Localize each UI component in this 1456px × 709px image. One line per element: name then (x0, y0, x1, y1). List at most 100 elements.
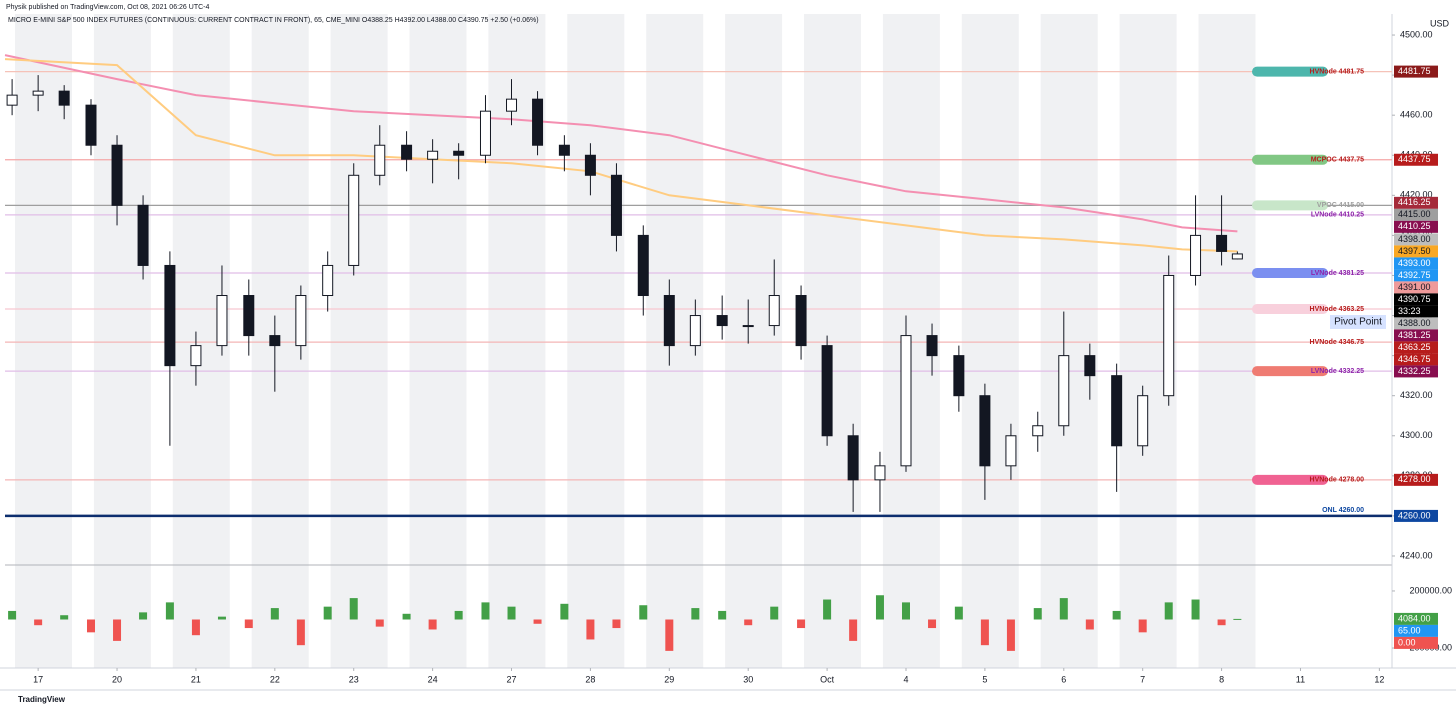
volume-bar (191, 619, 200, 636)
x-tick-label: 20 (112, 674, 122, 684)
level-pill (1252, 66, 1328, 77)
x-tick-label: 4 (903, 674, 908, 684)
volume-bar (691, 608, 700, 620)
price-tag-label: 4278.00 (1398, 474, 1431, 484)
price-tag-label: 4381.25 (1398, 330, 1431, 340)
header: Physik published on TradingView.com, Oct… (6, 4, 209, 11)
pivot-box (1330, 315, 1386, 329)
price-tag-label: 4332.25 (1398, 366, 1431, 376)
level-pill (1252, 304, 1328, 315)
candle-body (1137, 395, 1149, 447)
candle-body (1111, 375, 1123, 447)
candle-body (1005, 435, 1017, 467)
candle-body (348, 174, 360, 266)
price-tag-label: 4393.00 (1398, 258, 1431, 268)
indicator-line (4, 54, 1238, 233)
x-tick-label: 30 (743, 674, 753, 684)
price-tag-label: 4392.75 (1398, 270, 1431, 280)
volume-bar (270, 608, 279, 620)
volume-bar (1085, 619, 1094, 630)
price-tag-label: 4481.75 (1398, 66, 1431, 76)
price-tag (1394, 509, 1438, 522)
volume-bar (1006, 619, 1015, 651)
price-tag-label: 4346.75 (1398, 354, 1431, 364)
price-tag-label: 4363.25 (1398, 342, 1431, 352)
candle-body (742, 325, 754, 328)
volume-bar (770, 606, 779, 620)
price-tag (1394, 353, 1438, 366)
volume-bar (454, 610, 463, 620)
price-tag-label: 4388.00 (1398, 318, 1431, 328)
candle-body (926, 335, 938, 357)
level-label: HVNode 4481.75 (1310, 68, 1365, 75)
volume-bar (323, 606, 332, 620)
candle-body (637, 234, 649, 297)
candle-body (953, 355, 965, 397)
volume-bar (8, 610, 17, 620)
candle-body (58, 90, 70, 106)
volume-bar (296, 619, 305, 646)
session-band (330, 14, 388, 668)
currency: USD (1430, 18, 1450, 28)
volume-bar (86, 619, 95, 633)
volume-bar (797, 619, 806, 629)
level-label: LVNode 4381.25 (1311, 270, 1364, 277)
x-tick-label: 22 (270, 674, 280, 684)
level-label: LVNode 4332.25 (1311, 368, 1364, 375)
level-label: HVNode 4363.25 (1310, 306, 1365, 313)
x-tick-label: 29 (664, 674, 674, 684)
indicator-line (4, 58, 1238, 253)
candle-body (401, 144, 413, 160)
price-tag (1394, 208, 1438, 221)
x-tick-label: 11 (1296, 674, 1305, 684)
price-tag-label: 4397.50 (1398, 246, 1431, 256)
countdown-tag (1394, 305, 1438, 318)
candle-body (584, 154, 596, 176)
level-label: LVNode 4410.25 (1311, 212, 1364, 219)
volume-bar (402, 613, 411, 620)
candle-body (85, 104, 97, 146)
volume-bar (718, 610, 727, 620)
price-tag (1394, 317, 1438, 330)
y-tick-label: 4320.00 (1400, 390, 1433, 400)
price-tag (1394, 329, 1438, 342)
x-tick-label: 7 (1140, 674, 1145, 684)
candle-body (6, 94, 18, 106)
volume-bar (60, 615, 69, 620)
chart-title: MICRO E-MINI S&P 500 INDEX FUTURES (CONT… (8, 17, 539, 24)
session-band (725, 14, 783, 668)
volume-bar (507, 606, 516, 620)
candle-body (190, 345, 202, 367)
price-tag (1394, 365, 1438, 378)
volume-bar (928, 619, 937, 629)
level-label: HVNode 4278.00 (1310, 477, 1365, 484)
price-tag-label: 4398.00 (1398, 234, 1431, 244)
volume-bar (349, 598, 358, 620)
level-pill (1252, 267, 1328, 278)
volume-bar (113, 619, 122, 641)
candle-body (663, 295, 675, 347)
x-tick-label: 24 (428, 674, 438, 684)
volume-bar (823, 599, 832, 620)
candle-body (1058, 355, 1070, 427)
session-band (15, 14, 72, 668)
volume-bar (481, 602, 490, 620)
level-pill (1252, 366, 1328, 377)
x-tick-label: 12 (1374, 674, 1384, 684)
volume-bar (849, 619, 858, 641)
candle-body (269, 335, 281, 347)
volume-bar (139, 612, 148, 620)
candle-body (322, 264, 334, 297)
price-tag (1394, 612, 1438, 625)
session-band (1198, 14, 1256, 668)
level-label: MCPOC 4437.75 (1311, 157, 1364, 164)
candle-body (32, 90, 44, 96)
x-tick-label: 27 (507, 674, 517, 684)
x-tick-label: 5 (982, 674, 987, 684)
candle-body (1231, 253, 1243, 260)
candle-body (427, 150, 439, 160)
price-tag (1394, 257, 1438, 270)
volume-bar (744, 619, 753, 626)
candle-body (1216, 234, 1228, 252)
